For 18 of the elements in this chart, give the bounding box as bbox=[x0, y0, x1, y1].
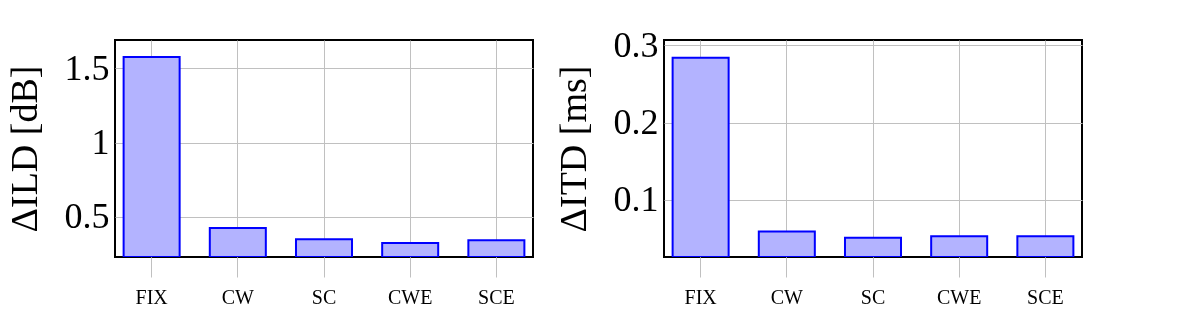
x-tick-label: SC bbox=[311, 285, 337, 308]
x-tick-label: SC bbox=[860, 285, 886, 308]
y-tick-label: 0.5 bbox=[64, 196, 110, 237]
y-tick-label: 0.2 bbox=[613, 102, 659, 143]
y-tick-label: 0.3 bbox=[613, 24, 659, 65]
x-tick-label: FIX bbox=[135, 285, 169, 308]
y-tick-label: 1.5 bbox=[64, 47, 110, 88]
x-tick-label: FIX bbox=[684, 285, 718, 308]
y-tick-label: 0.1 bbox=[613, 179, 659, 220]
y-axis-title: ΔILD [dB] bbox=[2, 65, 45, 233]
y-tick-label: 1 bbox=[91, 122, 110, 163]
x-tick-label: CW bbox=[770, 285, 804, 308]
x-tick-label: CWE bbox=[387, 285, 433, 308]
x-tick-label: SCE bbox=[478, 285, 515, 308]
x-tick-label: SCE bbox=[1027, 285, 1064, 308]
x-tick-label: CW bbox=[221, 285, 255, 308]
x-tick-label: CWE bbox=[936, 285, 982, 308]
y-axis-title: ΔITD [ms] bbox=[551, 65, 594, 233]
